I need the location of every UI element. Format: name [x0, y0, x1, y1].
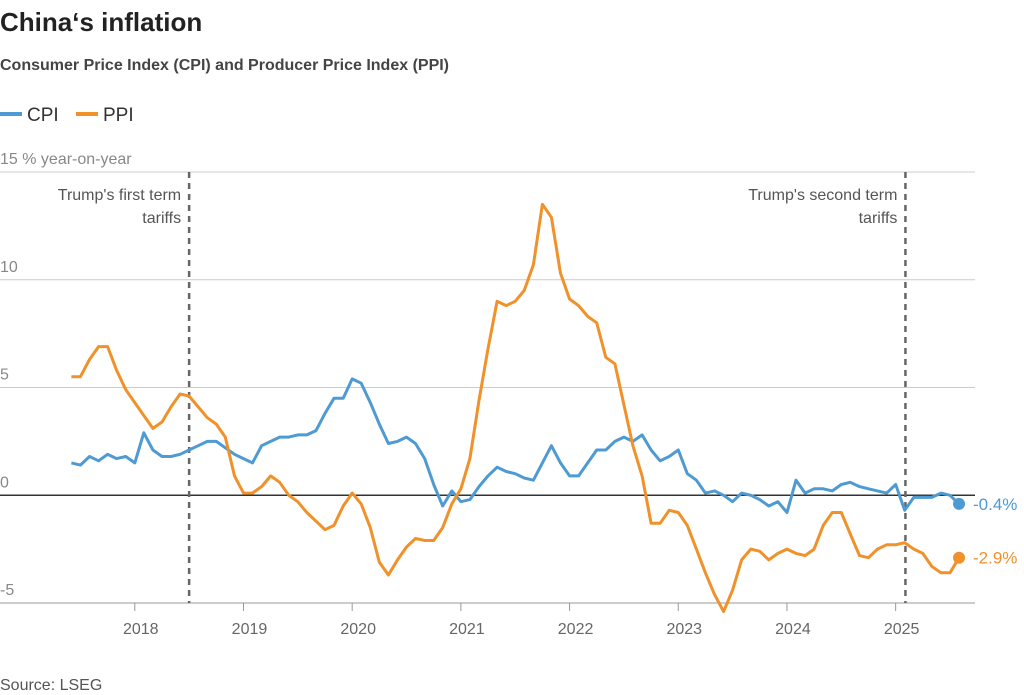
end-label: -2.9% — [973, 549, 1017, 568]
x-tick-label: 2024 — [775, 621, 811, 638]
series-line — [71, 202, 961, 614]
end-point — [953, 551, 966, 564]
y-tick-label: 10 — [0, 259, 18, 276]
y-tick-label: 5 — [0, 367, 9, 384]
x-tick-label: 2025 — [884, 621, 920, 638]
x-tick-label: 2023 — [666, 621, 702, 638]
x-tick-label: 2020 — [340, 621, 376, 638]
x-tick-label: 2018 — [123, 621, 159, 638]
end-label: -0.4% — [973, 495, 1017, 514]
legend-label: PPI — [103, 105, 134, 126]
y-tick-label: 0 — [0, 474, 9, 491]
annotation-text: tariffs — [859, 210, 898, 227]
x-tick-label: 2022 — [558, 621, 594, 638]
x-tick-label: 2019 — [232, 621, 268, 638]
annotation-text: Trump's second term — [748, 187, 897, 204]
x-tick-label: 2021 — [449, 621, 485, 638]
chart-title: China‘s inflation — [0, 7, 202, 37]
annotation-text: Trump's first term — [58, 187, 181, 204]
legend-label: CPI — [27, 105, 59, 126]
y-tick-label: -5 — [0, 582, 14, 599]
source: Source: LSEG — [0, 677, 102, 694]
chart-subtitle: Consumer Price Index (CPI) and Producer … — [0, 57, 449, 74]
y-tick-label: 15 % year-on-year — [0, 151, 132, 168]
end-point — [953, 497, 966, 510]
annotation-text: tariffs — [142, 210, 181, 227]
series-line — [71, 377, 961, 514]
